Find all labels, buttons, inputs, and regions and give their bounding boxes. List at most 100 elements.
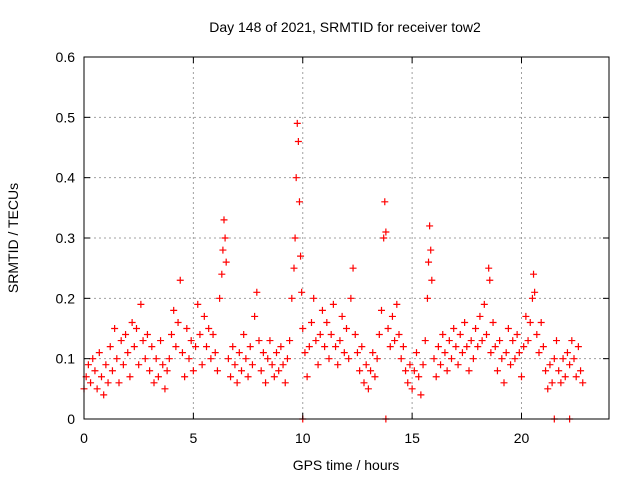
data-point bbox=[200, 312, 208, 320]
data-point bbox=[329, 300, 337, 308]
data-point bbox=[133, 325, 140, 332]
data-point bbox=[246, 343, 254, 351]
data-point bbox=[216, 294, 224, 302]
data-point bbox=[395, 331, 403, 339]
data-point bbox=[461, 318, 469, 326]
data-point bbox=[113, 355, 121, 363]
data-point bbox=[417, 391, 425, 399]
data-point bbox=[535, 349, 543, 357]
data-point bbox=[224, 355, 232, 363]
data-point bbox=[487, 349, 495, 357]
data-point bbox=[235, 349, 243, 357]
data-point bbox=[316, 331, 324, 339]
data-point bbox=[233, 379, 241, 387]
data-point bbox=[478, 337, 486, 345]
data-point bbox=[229, 343, 237, 351]
data-point bbox=[207, 355, 215, 363]
data-point bbox=[172, 343, 180, 351]
data-point bbox=[257, 367, 265, 375]
data-point bbox=[415, 373, 423, 381]
data-point bbox=[209, 331, 217, 339]
data-point bbox=[406, 361, 414, 369]
data-point bbox=[314, 361, 322, 369]
data-point bbox=[336, 337, 344, 345]
data-point bbox=[566, 361, 574, 369]
data-point bbox=[268, 361, 276, 369]
data-point bbox=[291, 234, 299, 242]
data-point bbox=[297, 252, 305, 260]
data-point bbox=[325, 355, 333, 363]
data-point bbox=[277, 343, 285, 351]
data-point bbox=[338, 312, 346, 320]
data-point bbox=[238, 367, 245, 375]
data-point bbox=[196, 331, 204, 339]
data-point bbox=[426, 222, 434, 230]
data-point bbox=[469, 355, 477, 363]
data-point bbox=[399, 343, 407, 351]
data-point bbox=[305, 343, 313, 351]
data-point bbox=[308, 318, 315, 326]
data-point bbox=[334, 361, 342, 369]
data-point bbox=[266, 337, 274, 345]
data-point bbox=[489, 318, 497, 326]
data-point bbox=[568, 337, 576, 345]
data-point bbox=[152, 355, 160, 363]
data-point bbox=[135, 361, 143, 369]
data-point bbox=[539, 343, 547, 351]
data-point bbox=[248, 361, 256, 369]
data-point bbox=[242, 355, 250, 363]
data-point bbox=[327, 331, 335, 339]
data-point bbox=[408, 385, 416, 393]
data-point bbox=[205, 325, 213, 332]
data-point bbox=[553, 337, 560, 345]
data-point bbox=[91, 367, 99, 375]
data-point bbox=[295, 198, 303, 206]
data-point bbox=[194, 300, 202, 308]
data-point bbox=[480, 300, 488, 308]
data-point bbox=[122, 331, 130, 339]
data-point bbox=[183, 325, 191, 332]
data-point bbox=[485, 264, 493, 272]
data-point bbox=[157, 337, 165, 345]
data-point bbox=[244, 373, 252, 381]
data-point bbox=[381, 198, 389, 206]
data-point bbox=[358, 343, 366, 351]
data-point bbox=[555, 367, 563, 375]
data-point bbox=[520, 343, 528, 351]
data-point bbox=[524, 337, 532, 345]
data-point bbox=[454, 361, 462, 369]
data-point bbox=[404, 379, 412, 387]
data-points bbox=[80, 119, 587, 423]
data-point bbox=[542, 367, 550, 375]
data-point bbox=[290, 264, 298, 272]
data-point bbox=[130, 343, 138, 351]
data-point bbox=[111, 325, 119, 332]
data-point bbox=[421, 337, 429, 345]
data-point bbox=[367, 367, 375, 375]
data-point bbox=[187, 337, 195, 345]
data-point bbox=[458, 349, 466, 357]
data-point bbox=[467, 337, 475, 345]
data-point bbox=[450, 325, 458, 332]
data-point bbox=[530, 270, 538, 278]
data-point bbox=[106, 343, 114, 351]
data-point bbox=[428, 276, 436, 284]
data-point bbox=[563, 349, 571, 357]
data-point bbox=[572, 373, 580, 381]
data-point bbox=[393, 300, 401, 308]
x-tick-label: 5 bbox=[189, 430, 197, 446]
y-tick-label: 0.5 bbox=[56, 109, 76, 125]
data-point bbox=[561, 373, 569, 381]
chart-title: Day 148 of 2021, SRMTID for receiver tow… bbox=[209, 19, 481, 35]
data-point bbox=[550, 355, 558, 363]
data-point bbox=[143, 331, 151, 339]
data-point bbox=[430, 355, 438, 363]
data-point bbox=[474, 343, 482, 351]
data-point bbox=[340, 349, 348, 357]
data-point bbox=[211, 349, 219, 357]
data-point bbox=[373, 355, 381, 363]
x-tick-label: 0 bbox=[80, 430, 88, 446]
data-point bbox=[240, 331, 248, 339]
data-point bbox=[298, 288, 306, 296]
data-point bbox=[434, 343, 442, 351]
